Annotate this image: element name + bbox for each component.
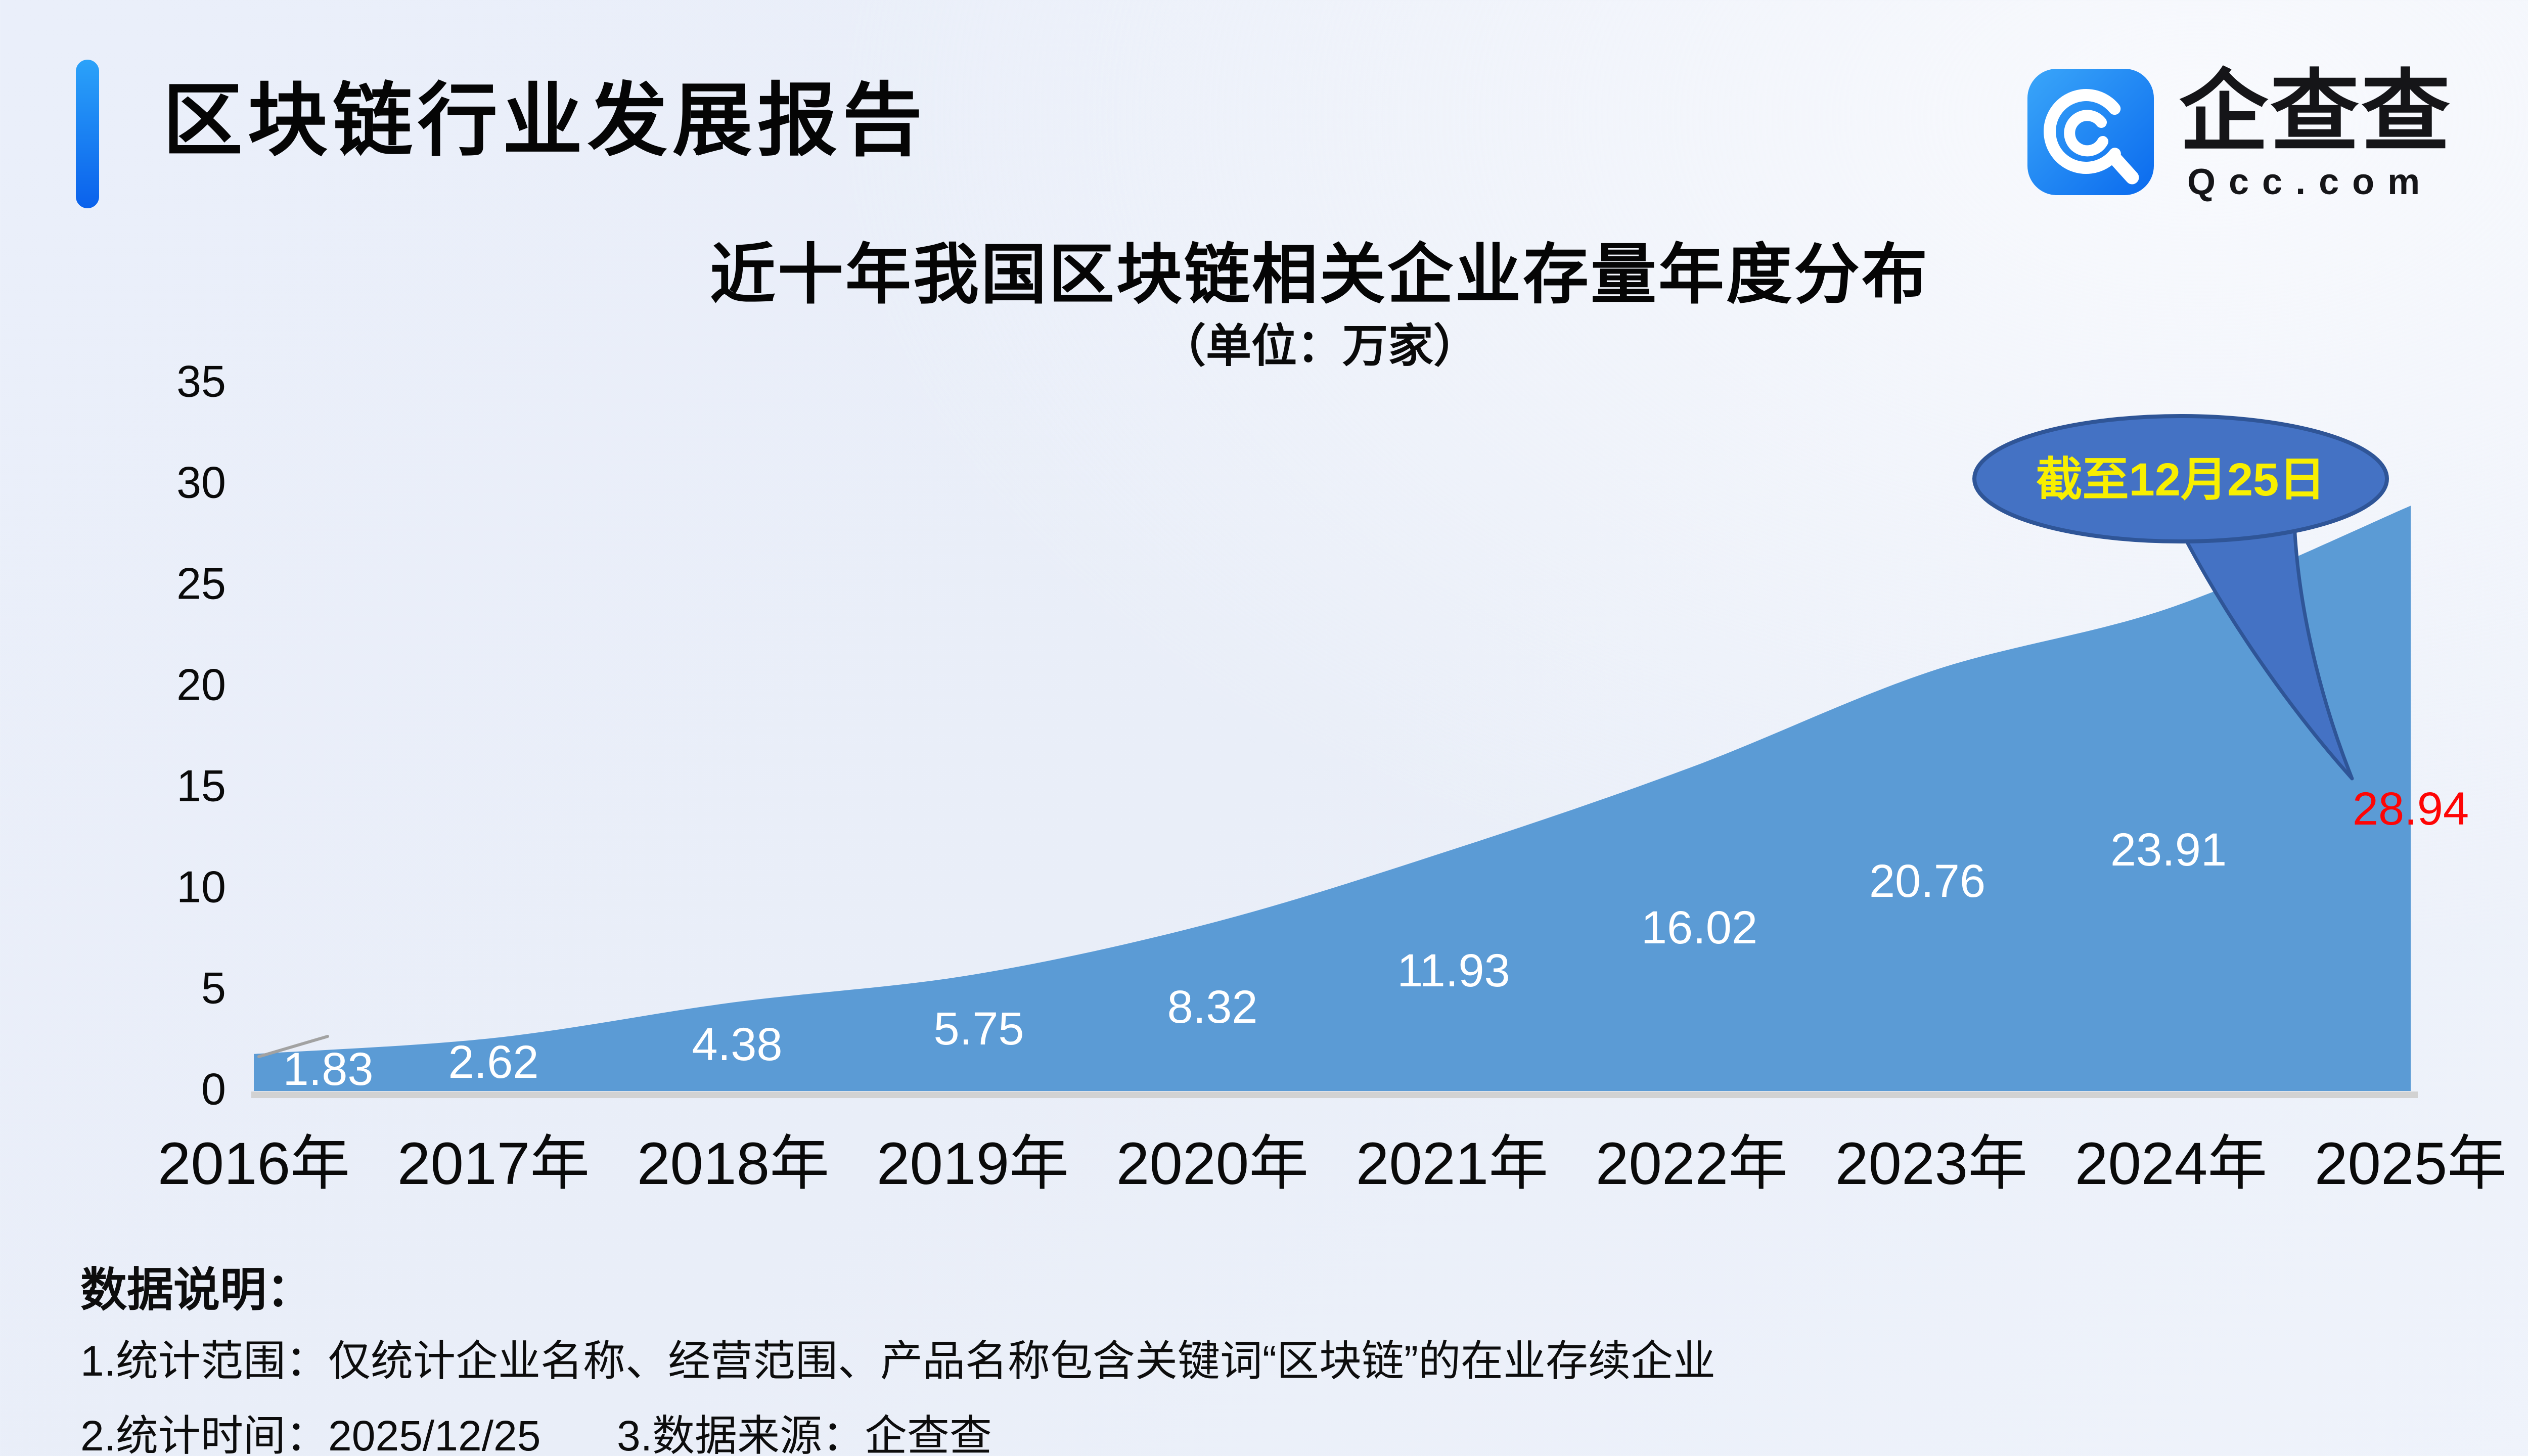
data-label: 23.91 bbox=[2110, 824, 2227, 876]
data-label-highlight: 28.94 bbox=[2352, 783, 2469, 835]
report-title: 区块链行业发展报告 bbox=[163, 76, 927, 165]
x-axis-label: 2025年 bbox=[2314, 1130, 2507, 1197]
x-axis-label: 2020年 bbox=[1116, 1130, 1309, 1197]
x-axis-label: 2022年 bbox=[1595, 1130, 1788, 1197]
title-accent-bar bbox=[76, 60, 99, 208]
note-date: 2.统计时间：2025/12/25 bbox=[80, 1412, 541, 1456]
callout-text: 截至12月25日 bbox=[2036, 454, 2326, 506]
x-axis-label: 2016年 bbox=[157, 1130, 350, 1197]
y-tick-label: 35 bbox=[176, 356, 226, 406]
y-tick-label: 0 bbox=[201, 1064, 226, 1114]
y-tick-label: 10 bbox=[176, 861, 226, 912]
callout-ellipse bbox=[1972, 414, 2389, 543]
x-axis-label: 2021年 bbox=[1356, 1130, 1549, 1197]
y-tick-label: 20 bbox=[176, 659, 226, 710]
data-label: 20.76 bbox=[1869, 855, 1986, 907]
data-label: 2.62 bbox=[448, 1036, 539, 1088]
x-axis-label: 2023年 bbox=[1835, 1130, 2028, 1197]
data-label: 16.02 bbox=[1641, 902, 1758, 953]
callout-bubble: 截至12月25日 bbox=[1972, 414, 2389, 781]
data-label: 4.38 bbox=[692, 1019, 783, 1070]
area-series bbox=[254, 506, 2411, 1091]
notes-heading: 数据说明： bbox=[80, 1264, 313, 1316]
callout-tail bbox=[2180, 523, 2354, 781]
y-tick-label: 15 bbox=[176, 760, 226, 811]
baseline-shadow bbox=[251, 1091, 2418, 1098]
qcc-icon-glyph bbox=[2044, 89, 2139, 185]
note-source: 3.数据来源：企查查 bbox=[617, 1412, 992, 1456]
chart-subtitle: （单位：万家） bbox=[1160, 321, 1479, 372]
data-label: 5.75 bbox=[933, 1003, 1024, 1055]
x-axis-label: 2019年 bbox=[876, 1130, 1069, 1197]
data-label: 1.83 bbox=[283, 1043, 374, 1095]
logo-name: 企查查 bbox=[2179, 63, 2453, 162]
y-tick-label: 5 bbox=[201, 963, 226, 1013]
y-tick-label: 25 bbox=[176, 558, 226, 609]
data-label: 11.93 bbox=[1397, 945, 1510, 996]
qcc-logo: 企查查 Qcc.com bbox=[2027, 65, 2528, 216]
y-tick-label: 30 bbox=[176, 457, 226, 508]
x-axis-label: 2018年 bbox=[637, 1130, 830, 1197]
logo-domain: Qcc.com bbox=[2187, 162, 2433, 202]
qcc-q-spiral-icon bbox=[2027, 69, 2154, 195]
data-label: 8.32 bbox=[1167, 981, 1258, 1033]
x-axis-label: 2017年 bbox=[397, 1130, 590, 1197]
x-axis-label: 2024年 bbox=[2074, 1130, 2268, 1197]
data-label-leader-line bbox=[257, 1035, 329, 1058]
chart-title: 近十年我国区块链相关企业存量年度分布 bbox=[709, 238, 1930, 311]
note-scope: 1.统计范围：仅统计企业名称、经营范围、产品名称包含关键词“区块链”的在业存续企… bbox=[80, 1337, 1716, 1385]
